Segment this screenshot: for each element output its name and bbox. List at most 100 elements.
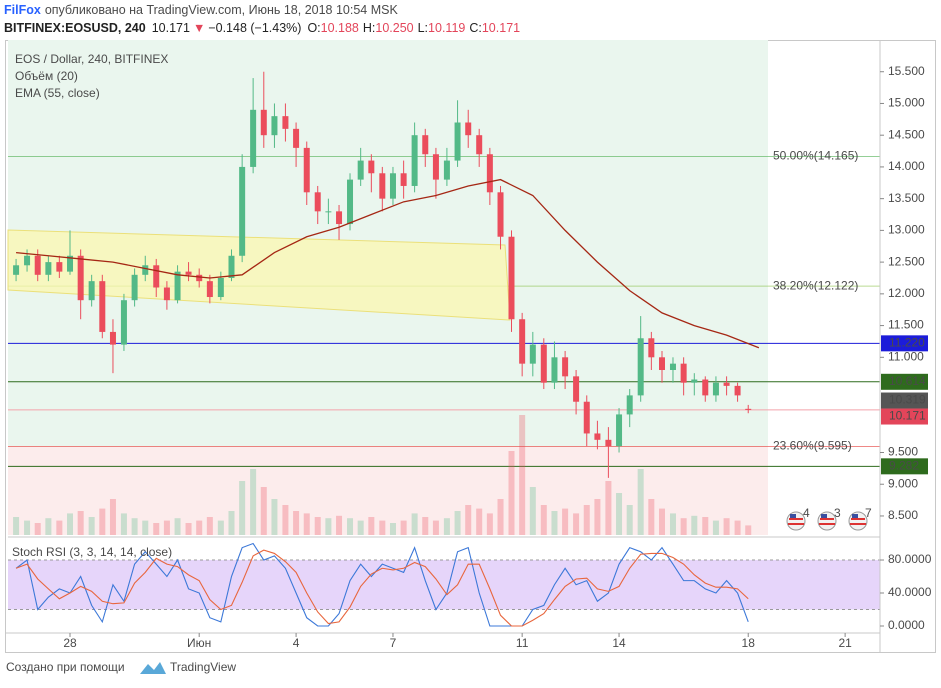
footer-text: Создано при помощи [6,660,125,674]
ohlc-value: 10.250 [375,21,413,35]
candle-body [34,255,41,275]
brand-logo[interactable] [140,662,166,674]
volume-bar [432,520,439,535]
candle-body [626,395,633,415]
y-tick-label: 0.0000 [888,618,925,632]
volume-bar [583,505,590,535]
ohlc-label: H: [363,21,376,35]
candle-body [519,319,526,364]
y-tick-label: 11.500 [888,318,924,332]
candle-body [45,262,52,275]
candle-body [336,211,343,225]
volume-bar [185,523,192,535]
candle-body [185,271,192,275]
x-tick-label: 14 [612,636,626,650]
price-badge-label: 11.220 [889,336,925,350]
candle-body [357,160,364,180]
candle-body [24,255,31,266]
candle-body [400,173,407,186]
price-badge [881,392,928,409]
stoch-line [15,542,749,627]
candle-body [702,379,709,396]
candle-body [282,116,289,129]
volume-bar [529,487,536,535]
x-tick-label: 21 [838,636,852,650]
candle-body [497,192,504,237]
y-tick-label: 13.000 [888,223,925,237]
fib-label: 50.00%(14.165) [773,149,858,163]
ohlc-value: 10.188 [321,21,359,35]
candle-body [196,274,203,282]
price-badge [881,408,928,425]
event-flag-stripe [820,518,834,520]
ohlc-label: O: [307,21,320,35]
volume-bar [637,469,644,535]
candle-body [88,281,95,301]
candle-body [486,154,493,193]
symbol-line: BITFINEX:EOSUSD, 240 10.171 ▼ −0.148 (−1.43… [4,21,520,35]
candle-body [347,179,354,225]
x-tick-label: 18 [742,636,756,650]
volume-bar [325,518,332,535]
event-flag-stripe [850,523,866,525]
event-flag-stripe [819,523,835,525]
candle-body [389,173,396,199]
ema-line [16,178,760,349]
price-badge [881,373,928,390]
candle-body [271,116,278,136]
candle-body [734,385,741,396]
candle-body [325,211,332,213]
x-tick-label: 11 [516,636,529,650]
volume-bar [34,523,41,535]
change-arrow: ▼ [193,21,205,35]
candle-body [303,147,310,193]
candle-body [529,344,536,364]
plot-layer [13,71,760,627]
candle-body [508,236,515,320]
x-tick-label: 7 [390,636,397,650]
volume-bar [260,487,267,535]
volume-bar [347,518,354,535]
author[interactable]: FilFox [4,3,41,17]
candle-body [411,135,418,186]
volume-bar [357,520,364,535]
volume-bar [745,525,752,535]
candle-body [239,166,246,256]
event-count: 4 [803,506,810,520]
brand[interactable]: TradingView [170,660,236,674]
y-tick-label: 80.0000 [888,552,932,566]
price-badge-label: 10.171 [889,409,926,423]
candle-body [56,262,63,272]
candle-body [669,363,676,370]
event-flag-canton [852,514,858,518]
volume-bar [594,499,601,535]
y-tick-label: 15.500 [888,64,925,78]
candle-body [659,357,665,370]
stoch-band [8,560,880,610]
volume-bar [45,518,52,535]
candle-body [562,357,569,377]
volume-bar [422,517,429,535]
y-tick-label: 11.000 [888,349,924,363]
candle-body [379,173,386,199]
volume-bar [702,517,709,535]
event-flag-canton [821,514,827,518]
volume-bar [616,493,623,535]
y-tick-label: 9.000 [888,476,918,490]
indicator-name: EMA (55, close) [15,86,100,100]
volume-bar [217,520,224,535]
stoch-line [15,549,749,627]
volume-bar [465,505,472,535]
volume-bar [712,520,719,535]
candle-body [13,265,20,275]
event-flag-stripe [851,518,865,520]
volume-bar [228,511,235,535]
candle-body [250,109,257,167]
price-badge [881,458,928,475]
candle-body [432,154,439,180]
volume-bar [13,517,20,535]
y-tick-label: 12.500 [888,254,925,268]
volume-bar [282,505,289,535]
candle-body [583,401,590,434]
y-tick-label: 14.500 [888,127,925,141]
